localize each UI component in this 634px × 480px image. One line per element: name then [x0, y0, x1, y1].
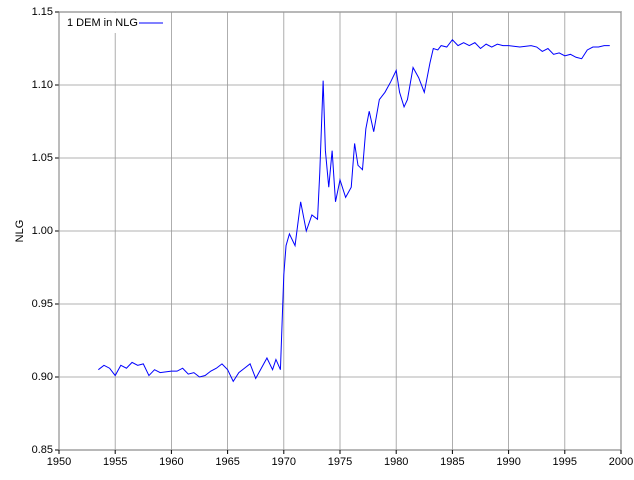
- legend-box: [60, 13, 170, 33]
- data-line: [98, 38, 610, 383]
- legend-label: 1 DEM in NLG: [67, 17, 138, 29]
- y-tick-label: 0.95: [32, 298, 53, 310]
- y-axis-label: NLG: [14, 220, 26, 243]
- y-tick-label: 1.05: [32, 152, 53, 164]
- x-tick-label: 1970: [272, 456, 296, 468]
- x-tick-label: 1995: [553, 456, 577, 468]
- y-tick-label: 0.90: [32, 371, 53, 383]
- x-tick-label: 1975: [328, 456, 352, 468]
- x-tick-label: 2000: [609, 456, 633, 468]
- x-tick-label: 1965: [215, 456, 239, 468]
- x-tick-label: 1950: [47, 456, 71, 468]
- x-tick-label: 1960: [159, 456, 183, 468]
- y-tick-label: 1.15: [32, 6, 53, 18]
- y-tick-label: 1.00: [32, 225, 53, 237]
- x-tick-label: 1955: [103, 456, 127, 468]
- y-tick-label: 0.85: [32, 444, 53, 456]
- x-tick-label: 1985: [440, 456, 464, 468]
- x-tick-label: 1980: [384, 456, 408, 468]
- y-tick-label: 1.10: [32, 79, 53, 91]
- x-tick-label: 1990: [496, 456, 520, 468]
